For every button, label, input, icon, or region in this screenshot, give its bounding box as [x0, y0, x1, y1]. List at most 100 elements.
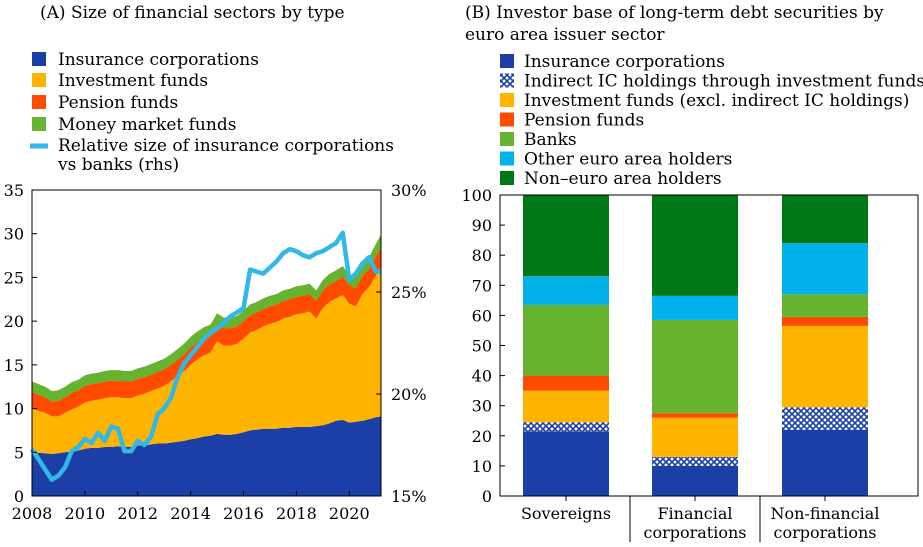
legend-swatch-indirect [500, 73, 514, 88]
bar-segment-other_euro [782, 243, 868, 295]
category-label-line2: corporations [774, 523, 877, 542]
bar-segment-indirect [652, 456, 738, 466]
legend-label-indirect: Indirect IC holdings through investment … [524, 72, 923, 92]
legend-swatch-insurance [500, 54, 514, 68]
bar-segment-pension [652, 413, 738, 418]
panel-b: (B) Investor base of long-term debt secu… [461, 3, 923, 542]
panel-b-x-ticks: Sovereigns FinancialcorporationsNon-finan… [521, 496, 880, 542]
category-label: Non-financial [771, 504, 880, 523]
x-tick-label: 2018 [276, 504, 317, 523]
y-tick-label: 20 [4, 312, 24, 331]
y-tick-label: 35 [4, 181, 24, 200]
legend-swatch-investment [32, 73, 46, 87]
bar-segment-indirect [782, 407, 868, 430]
panel-a-y2-ticks: 15% 20% 25% 30% [376, 181, 427, 506]
legend-label-pension: Pension funds [524, 111, 644, 131]
bar-segment-insurance [523, 431, 609, 496]
legend-label-investment: Investment funds [58, 71, 208, 91]
panel-a: (A) Size of financial sectors by type In… [4, 3, 427, 523]
bar-segment-pension [523, 375, 609, 391]
legend-swatch-banks [500, 132, 514, 146]
bar-segment-banks [782, 294, 868, 317]
bar-segment-investment [652, 417, 738, 457]
panel-b-title-line2: euro area issuer sector [465, 25, 665, 45]
x-tick-label: 2008 [12, 504, 53, 523]
bar-segment-pension [782, 316, 868, 326]
legend-label-relative-2: vs banks (rhs) [57, 155, 179, 175]
y-tick-label: 60 [472, 306, 492, 325]
panel-a-areas [32, 234, 381, 496]
y2-tick-label: 20% [391, 385, 427, 404]
category-label: Financial [657, 504, 732, 523]
legend-label-insurance: Insurance corporations [524, 52, 725, 72]
y-tick-label: 25 [4, 268, 24, 287]
panel-a-y-ticks: 0 5 10 15 20 25 30 35 [4, 181, 37, 506]
bar-segment-non_euro [652, 195, 738, 296]
legend-swatch-non_euro [500, 171, 514, 185]
x-tick-label: 2020 [329, 504, 370, 523]
panel-b-y-ticks: 0 10 20 30 40 50 60 70 80 90 100 [461, 186, 505, 506]
y2-tick-label: 30% [391, 181, 427, 200]
bar-segment-insurance [652, 465, 738, 496]
x-tick-label: 2010 [65, 504, 106, 523]
bar-segment-banks [652, 319, 738, 414]
y-tick-label: 5 [14, 443, 24, 462]
legend-label-pension: Pension funds [58, 93, 178, 113]
x-tick-label: 2012 [117, 504, 158, 523]
bar-segment-non_euro [782, 195, 868, 244]
y-tick-label: 70 [472, 276, 492, 295]
panel-b-title-line1: (B) Investor base of long-term debt secu… [465, 3, 884, 23]
y-tick-label: 0 [14, 487, 24, 506]
y-tick-label: 10 [472, 457, 492, 476]
legend-swatch-pension [32, 95, 46, 109]
y-tick-label: 30 [4, 225, 24, 244]
legend-swatch-investment [500, 93, 514, 107]
y-tick-label: 0 [482, 487, 492, 506]
bar-segment-non_euro [523, 195, 609, 277]
y-tick-label: 20 [472, 427, 492, 446]
area-insurance [32, 416, 381, 496]
y-tick-label: 90 [472, 216, 492, 235]
legend-label-investment: Investment funds (excl. indirect IC hold… [524, 91, 909, 111]
bar-segment-banks [523, 304, 609, 376]
legend-swatch-insurance [32, 52, 46, 66]
area-pension [32, 247, 381, 417]
bar-segment-investment [523, 390, 609, 423]
legend-label-mmf: Money market funds [58, 115, 236, 135]
panel-b-bars [523, 195, 868, 496]
bar-segment-other_euro [652, 295, 738, 320]
legend-label-other_euro: Other euro area holders [524, 150, 732, 170]
legend-label-insurance: Insurance corporations [58, 50, 259, 70]
bar-segment-insurance [782, 429, 868, 496]
y-tick-label: 40 [472, 367, 492, 386]
y2-tick-label: 25% [391, 283, 427, 302]
category-label: Sovereigns [521, 504, 611, 523]
line-relative-size [30, 230, 381, 482]
y-tick-label: 30 [472, 397, 492, 416]
y-tick-label: 80 [472, 246, 492, 265]
panel-a-title: (A) Size of financial sectors by type [40, 3, 345, 23]
category-label-line2: corporations [644, 523, 747, 542]
panel-a-x-ticks: 2008 2010 2012 2014 2016 2018 2020 [12, 491, 370, 523]
panel-a-frame [31, 189, 382, 497]
panel-a-line [30, 230, 381, 482]
y-tick-label: 10 [4, 400, 24, 419]
y2-tick-label: 15% [391, 487, 427, 506]
legend-label-relative-1: Relative size of insurance corporations [58, 136, 394, 156]
y-tick-label: 15 [4, 356, 24, 375]
bar-segment-investment [782, 325, 868, 408]
y-tick-label: 50 [472, 337, 492, 356]
area-investment [32, 266, 381, 454]
bar-segment-other_euro [523, 276, 609, 305]
panel-a-legend: Insurance corporations Investment funds … [30, 50, 394, 175]
legend-swatch-pension [500, 112, 514, 127]
y-tick-label: 100 [461, 186, 492, 205]
legend-swatch-other_euro [500, 151, 514, 166]
bar-segment-indirect [523, 422, 609, 432]
x-tick-label: 2014 [170, 504, 211, 523]
legend-swatch-mmf [32, 117, 46, 131]
x-tick-label: 2016 [223, 504, 264, 523]
legend-label-banks: Banks [524, 130, 577, 150]
